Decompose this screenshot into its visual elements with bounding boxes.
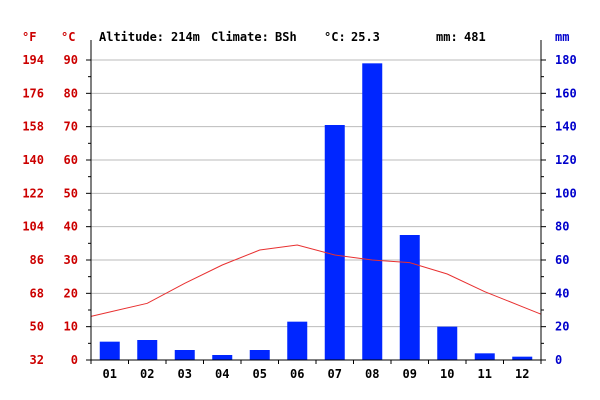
celsius-tick-label: 30: [64, 253, 78, 267]
precipitation-bar: [287, 321, 308, 360]
precipitation-bar: [137, 340, 158, 360]
month-tick-label: 07: [328, 367, 342, 381]
fahrenheit-tick-label: 104: [22, 220, 44, 234]
month-tick-label: 10: [440, 367, 454, 381]
fahrenheit-tick-label: 32: [30, 353, 44, 367]
precipitation-bar: [249, 350, 270, 360]
celsius-tick-label: 50: [64, 186, 78, 200]
fahrenheit-tick-label: 194: [22, 53, 44, 67]
celsius-tick-label: 0: [71, 353, 78, 367]
month-tick-label: 09: [403, 367, 417, 381]
fahrenheit-tick-label: 176: [22, 86, 44, 100]
precipitation-bar: [99, 341, 120, 360]
altitude-label: Altitude:: [99, 30, 164, 44]
month-tick-label: 04: [215, 367, 229, 381]
precipitation-tick-label: 0: [555, 353, 562, 367]
precipitation-bar: [362, 63, 383, 360]
precipitation-tick-label: 100: [555, 186, 577, 200]
total-precipitation-label: mm:: [436, 30, 458, 44]
fahrenheit-tick-label: 68: [30, 286, 44, 300]
precipitation-bar: [212, 355, 233, 360]
celsius-tick-label: 10: [64, 320, 78, 334]
precipitation-bar: [474, 353, 495, 360]
precipitation-tick-label: 140: [555, 120, 577, 134]
celsius-tick-label: 70: [64, 120, 78, 134]
month-tick-label: 11: [478, 367, 492, 381]
month-tick-label: 05: [253, 367, 267, 381]
altitude-value: 214m: [171, 30, 200, 44]
celsius-tick-label: 80: [64, 86, 78, 100]
celsius-tick-label: 90: [64, 53, 78, 67]
precipitation-tick-label: 60: [555, 253, 569, 267]
precipitation-tick-label: 80: [555, 220, 569, 234]
total-precipitation-value: 481: [464, 30, 486, 44]
precipitation-bar: [437, 326, 458, 360]
precipitation-bars: [99, 63, 533, 360]
fahrenheit-unit-label: °F: [22, 30, 36, 44]
temperature-series-line: [90, 244, 542, 317]
temperature-line: [90, 244, 542, 317]
precipitation-bar: [174, 350, 195, 360]
fahrenheit-tick-label: 122: [22, 186, 44, 200]
month-tick-label: 03: [178, 367, 192, 381]
millimetre-unit-label: mm: [555, 30, 569, 44]
mean-temperature-label: °C:: [324, 30, 346, 44]
month-tick-label: 08: [365, 367, 379, 381]
fahrenheit-tick-label: 158: [22, 120, 44, 134]
climate-label: Climate:: [211, 30, 269, 44]
month-tick-label: 02: [140, 367, 154, 381]
celsius-tick-label: 40: [64, 220, 78, 234]
celsius-tick-label: 20: [64, 286, 78, 300]
precipitation-tick-label: 180: [555, 53, 577, 67]
precipitation-tick-label: 160: [555, 86, 577, 100]
precipitation-tick-label: 120: [555, 153, 577, 167]
month-tick-label: 12: [515, 367, 529, 381]
fahrenheit-tick-label: 86: [30, 253, 44, 267]
celsius-unit-label: °C: [61, 30, 75, 44]
month-tick-label: 06: [290, 367, 304, 381]
precipitation-tick-label: 40: [555, 286, 569, 300]
mean-temperature-value: 25.3: [351, 30, 380, 44]
axes: [86, 40, 546, 364]
precipitation-bar: [324, 125, 345, 360]
precipitation-tick-label: 20: [555, 320, 569, 334]
climate-value: BSh: [275, 30, 297, 44]
fahrenheit-tick-label: 140: [22, 153, 44, 167]
precipitation-bar: [512, 356, 533, 360]
celsius-tick-label: 60: [64, 153, 78, 167]
precipitation-bar: [399, 235, 420, 360]
month-tick-label: 01: [103, 367, 117, 381]
fahrenheit-tick-label: 50: [30, 320, 44, 334]
